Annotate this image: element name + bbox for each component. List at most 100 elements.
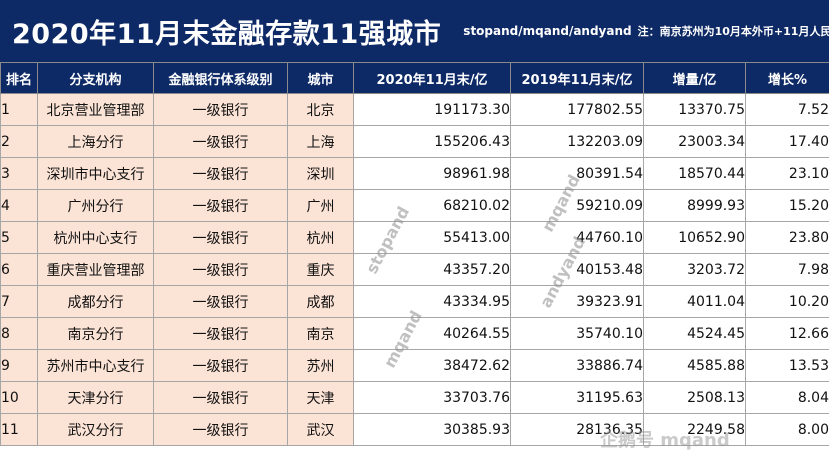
city-cell: 杭州	[287, 221, 354, 254]
table-row: 6 重庆营业管理部 一级银行 重庆 43357.20 40153.48 3203.72 7.9…	[0, 253, 829, 286]
increase-cell: 4524.45	[643, 317, 746, 350]
rank-cell: 9	[0, 349, 38, 382]
city-cell: 天津	[287, 381, 354, 414]
tier-cell: 一级银行	[153, 413, 288, 446]
tier-cell: 一级银行	[153, 221, 288, 254]
city-cell: 重庆	[287, 253, 354, 286]
deposit-2019-cell: 39323.91	[510, 285, 644, 318]
rank-cell: 7	[0, 285, 38, 318]
page-title: 2020年11月末金融存款11强城市	[12, 18, 442, 50]
rank-cell: 5	[0, 221, 38, 254]
column-header: 金融银行体系级别	[153, 62, 288, 94]
increase-cell: 13370.75	[643, 93, 746, 126]
deposit-2019-cell: 28136.35	[510, 413, 644, 446]
table-row: 8 南京分行 一级银行 南京 40264.55 35740.10 4524.45 12.66	[0, 317, 829, 350]
deposit-2020-cell: 43357.20	[353, 253, 511, 286]
branch-cell: 重庆营业管理部	[37, 253, 154, 286]
branch-cell: 上海分行	[37, 125, 154, 158]
rank-cell: 11	[0, 413, 38, 446]
tier-cell: 一级银行	[153, 349, 288, 382]
deposit-2020-cell: 98961.98	[353, 157, 511, 190]
deposit-2020-cell: 40264.55	[353, 317, 511, 350]
city-cell: 南京	[287, 317, 354, 350]
city-cell: 广州	[287, 189, 354, 222]
table-row: 9 苏州市中心支行 一级银行 苏州 38472.62 33886.74 4585.88 13.…	[0, 349, 829, 382]
increase-cell: 2249.58	[643, 413, 746, 446]
growth-cell: 7.52	[745, 93, 829, 126]
growth-cell: 23.10	[745, 157, 829, 190]
table-row: 11 武汉分行 一级银行 武汉 30385.93 28136.35 2249.58 8.00	[0, 413, 829, 446]
deposit-2019-cell: 177802.55	[510, 93, 644, 126]
deposit-2020-cell: 68210.02	[353, 189, 511, 222]
rank-cell: 3	[0, 157, 38, 190]
table-row: 5 杭州中心支行 一级银行 杭州 55413.00 44760.10 10652.90 23.…	[0, 221, 829, 254]
growth-cell: 10.20	[745, 285, 829, 318]
deposit-2019-cell: 44760.10	[510, 221, 644, 254]
branch-cell: 天津分行	[37, 381, 154, 414]
growth-cell: 17.40	[745, 125, 829, 158]
column-header: 2020年11月末/亿	[353, 62, 511, 94]
growth-cell: 12.66	[745, 317, 829, 350]
deposits-table: 排名 分支机构 金融银行体系级别 城市 2020年11月末/亿 2019年11月末/亿 增量…	[0, 62, 829, 446]
tier-cell: 一级银行	[153, 317, 288, 350]
column-header: 城市	[287, 62, 354, 94]
deposit-2019-cell: 59210.09	[510, 189, 644, 222]
increase-cell: 8999.93	[643, 189, 746, 222]
column-header: 增长%	[745, 62, 829, 94]
growth-cell: 13.53	[745, 349, 829, 382]
rank-cell: 8	[0, 317, 38, 350]
growth-cell: 23.80	[745, 221, 829, 254]
increase-cell: 2508.13	[643, 381, 746, 414]
column-header: 增量/亿	[643, 62, 746, 94]
branch-cell: 广州分行	[37, 189, 154, 222]
city-cell: 上海	[287, 125, 354, 158]
tier-cell: 一级银行	[153, 285, 288, 318]
column-header: 2019年11月末/亿	[510, 62, 644, 94]
deposit-2019-cell: 33886.74	[510, 349, 644, 382]
increase-cell: 4585.88	[643, 349, 746, 382]
growth-cell: 7.98	[745, 253, 829, 286]
growth-cell: 8.00	[745, 413, 829, 446]
data-note: 注：南京苏州为10月本外币+11月人民币	[637, 25, 829, 38]
deposit-2020-cell: 30385.93	[353, 413, 511, 446]
table-row: 4 广州分行 一级银行 广州 68210.02 59210.09 8999.93 15.20	[0, 189, 829, 222]
tier-cell: 一级银行	[153, 93, 288, 126]
branch-cell: 深圳市中心支行	[37, 157, 154, 190]
branch-cell: 成都分行	[37, 285, 154, 318]
column-header: 排名	[0, 62, 38, 94]
rank-cell: 10	[0, 381, 38, 414]
branch-cell: 北京营业管理部	[37, 93, 154, 126]
increase-cell: 18570.44	[643, 157, 746, 190]
column-header: 分支机构	[37, 62, 154, 94]
city-cell: 成都	[287, 285, 354, 318]
branch-cell: 南京分行	[37, 317, 154, 350]
tier-cell: 一级银行	[153, 157, 288, 190]
deposit-2020-cell: 191173.30	[353, 93, 511, 126]
tier-cell: 一级银行	[153, 125, 288, 158]
growth-cell: 8.04	[745, 381, 829, 414]
increase-cell: 4011.04	[643, 285, 746, 318]
tier-cell: 一级银行	[153, 189, 288, 222]
branch-cell: 杭州中心支行	[37, 221, 154, 254]
deposit-2019-cell: 80391.54	[510, 157, 644, 190]
rank-cell: 4	[0, 189, 38, 222]
table-row: 1 北京营业管理部 一级银行 北京 191173.30 177802.55 13370.75…	[0, 93, 829, 126]
rank-cell: 1	[0, 93, 38, 126]
table-row: 10 天津分行 一级银行 天津 33703.76 31195.63 2508.13 8.04	[0, 381, 829, 414]
branch-cell: 苏州市中心支行	[37, 349, 154, 382]
increase-cell: 3203.72	[643, 253, 746, 286]
table-row: 3 深圳市中心支行 一级银行 深圳 98961.98 80391.54 18570.44 23…	[0, 157, 829, 190]
title-bar: 2020年11月末金融存款11强城市 stopand/mqand/andyand…	[0, 0, 829, 62]
deposit-2020-cell: 43334.95	[353, 285, 511, 318]
branch-cell: 武汉分行	[37, 413, 154, 446]
rank-cell: 6	[0, 253, 38, 286]
author-credit: stopand/mqand/andyand	[463, 24, 632, 38]
deposit-2020-cell: 33703.76	[353, 381, 511, 414]
penguin-logo-watermark: 企鹅号 mqand	[600, 430, 730, 451]
growth-cell: 15.20	[745, 189, 829, 222]
increase-cell: 10652.90	[643, 221, 746, 254]
deposit-2019-cell: 31195.63	[510, 381, 644, 414]
rank-cell: 2	[0, 125, 38, 158]
city-cell: 苏州	[287, 349, 354, 382]
tier-cell: 一级银行	[153, 381, 288, 414]
